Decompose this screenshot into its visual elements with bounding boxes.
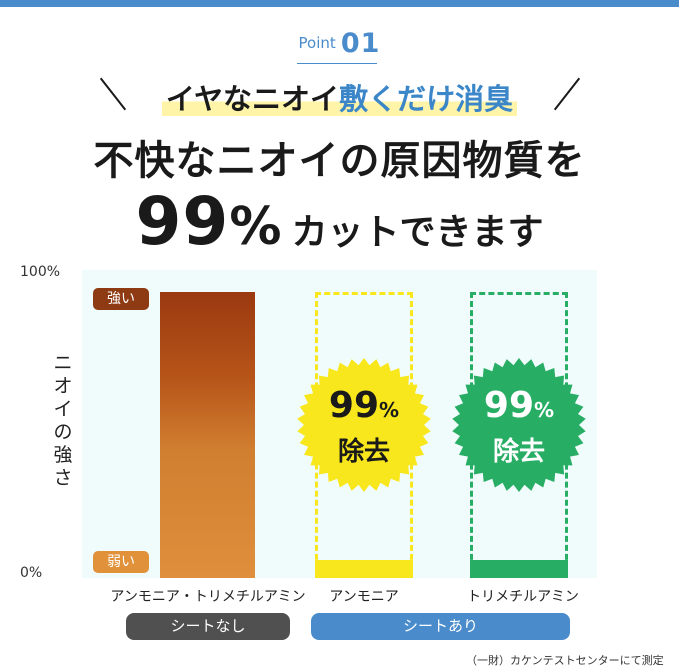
measurement-note: （一財）カケンテストセンターにて測定 [466,654,664,667]
y-tick-top: 100% [20,264,61,280]
tagline-part1: イヤなニオイ [165,82,340,116]
category-label-no-sheet: アンモニア・トリメチルアミン [110,589,306,605]
headline-number: 99 [135,183,230,260]
weak-level-tag: 弱い [93,551,149,573]
category-label-trimethylamine: トリメチルアミン [467,589,579,605]
y-axis-label: ニオイの強さ [53,352,73,489]
point-word: Point [298,34,336,52]
headline-percent: % [229,197,282,257]
badge-ammonia-text: 除去 [337,437,390,467]
top-accent-bar [0,0,679,7]
badge-number: 99 [328,385,380,426]
strong-level-tag: 強い [93,288,149,310]
badge-trimethylamine-value: 99% [451,385,587,426]
starburst-shape [297,358,431,492]
point-label: Point 01 [0,28,679,64]
bar-no-sheet [160,291,255,578]
tagline: イヤなニオイ敷くだけ消臭 [0,76,679,118]
bar-trimethylamine [470,559,568,578]
starburst-shape [452,358,586,492]
badge-trimethylamine: 99% 除去 [451,357,587,493]
badge-trimethylamine-text: 除去 [492,437,545,467]
group-pill-no-sheet: シートなし [126,613,290,640]
starburst-yellow-icon [297,358,431,492]
badge-ammonia: 99% 除去 [296,357,432,493]
badge-ammonia-value: 99% [296,385,432,426]
badge-number: 99 [483,385,535,426]
tagline-part2: 敷くだけ消臭 [339,82,514,116]
y-tick-bottom: 0% [20,565,43,581]
bar-ammonia [315,559,413,578]
headline-line1: 不快なニオイの原因物質を [93,138,586,184]
badge-unit: % [534,398,555,422]
starburst-green-icon [452,358,586,492]
tagline-highlight: イヤなニオイ敷くだけ消臭 [161,82,518,116]
point-number: 01 [340,28,381,59]
headline-rest: カットできます [291,212,544,253]
headline-line2: 99% カットできます [0,183,679,260]
point-underline [297,63,377,64]
category-label-ammonia: アンモニア [329,589,399,605]
badge-unit: % [379,398,400,422]
group-pill-with-sheet: シートあり [311,613,570,640]
